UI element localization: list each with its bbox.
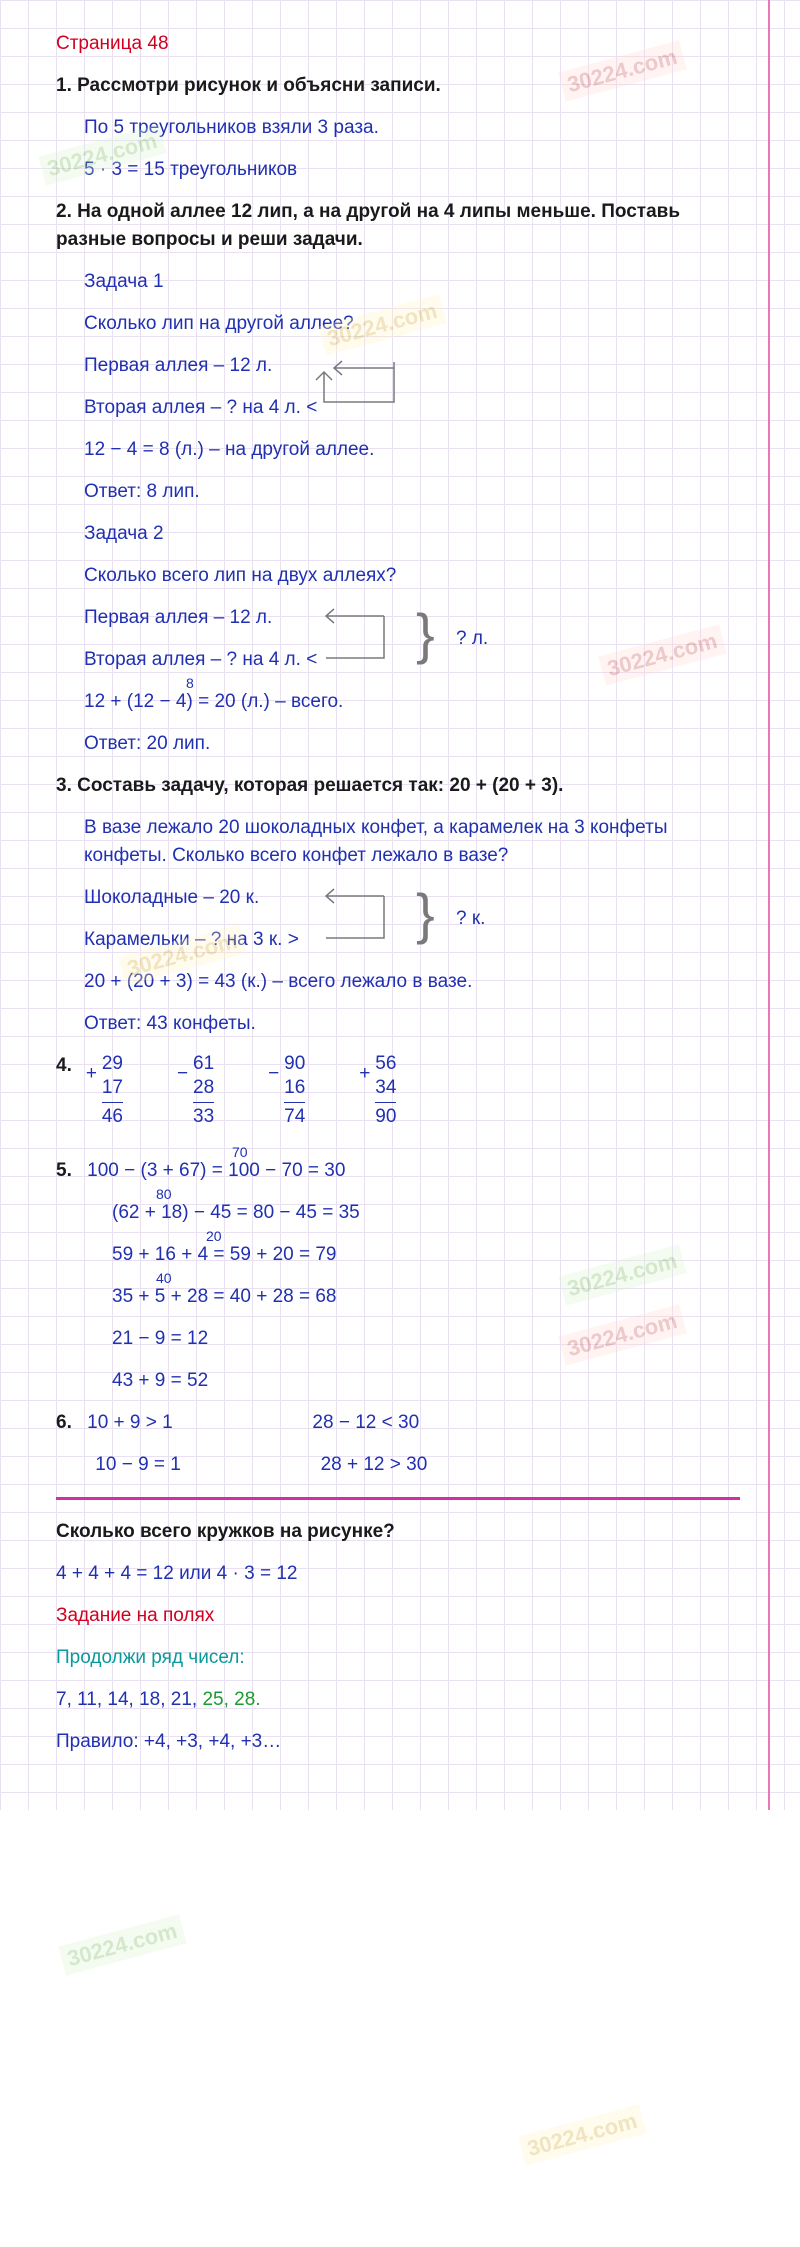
watermark: 30224.com: [518, 2104, 646, 2165]
q3-brace-label: ? к.: [456, 908, 485, 930]
q5-l6: 43 + 9 = 52: [112, 1367, 740, 1395]
q2-t2-note: 8: [186, 676, 194, 690]
q5-n4: 40: [156, 1271, 172, 1285]
q2-t2-brace-label: ? л.: [456, 628, 488, 650]
q3-ans: Ответ: 43 конфеты.: [84, 1010, 740, 1038]
q5-n2: 80: [156, 1187, 172, 1201]
q2-t2-ans: Ответ: 20 лип.: [84, 730, 740, 758]
watermark: 30224.com: [58, 1914, 186, 1975]
brace-icon: }: [416, 606, 435, 662]
brace-icon: }: [416, 886, 435, 942]
q4-label: 4.: [56, 1052, 72, 1080]
q5-l2-wrap: 80 (62 + 18) − 45 = 80 − 45 = 35: [112, 1199, 740, 1227]
q3-calc: 20 + (20 + 3) = 43 (к.) – всего лежало в…: [84, 968, 740, 996]
arrow-icon: [314, 612, 394, 668]
bottom-margin-task: Задание на полях: [56, 1602, 740, 1630]
q2-t1-l1: Первая аллея – 12 л.: [84, 355, 272, 376]
q1-line1: По 5 треугольников взяли 3 раза.: [84, 114, 740, 142]
bottom-q: Сколько всего кружков на рисунке?: [56, 1518, 740, 1546]
q3-scheme-a: Шоколадные – 20 к.: [84, 884, 740, 912]
q2-t2-calc: 12 + (12 − 4) = 20 (л.) – всего.: [84, 691, 343, 712]
q5-l4: 35 + 5 + 28 = 40 + 28 = 68: [112, 1286, 337, 1307]
q2-t2-l1: Первая аллея – 12 л.: [84, 604, 740, 632]
q5-n3: 20: [206, 1229, 222, 1243]
q3-prompt: 3. Составь задачу, которая решается так:…: [56, 772, 740, 800]
separator-rule: [56, 1497, 740, 1500]
q2-t1-calc: 12 − 4 = 8 (л.) – на другой аллее.: [84, 436, 740, 464]
q2-t1-scheme1: Первая аллея – 12 л.: [84, 352, 740, 380]
q6-label: 6.: [56, 1412, 72, 1433]
arrow-icon: [314, 892, 394, 948]
q1-line2: 5 · 3 = 15 треугольников: [84, 156, 740, 184]
q2-t2-calc-wrap: 8 12 + (12 − 4) = 20 (л.) – всего.: [84, 688, 740, 716]
q4-row: 4. +291746 −612833 −901674 +563490: [56, 1052, 740, 1143]
q6-r2b: 28 + 12 > 30: [321, 1454, 428, 1475]
q5-n1: 70: [232, 1145, 248, 1159]
q5-l1-wrap: 5. 70 100 − (3 + 67) = 100 − 70 = 30: [56, 1157, 740, 1185]
q2-t2-header: Задача 2: [84, 520, 740, 548]
column-math: +563490: [375, 1052, 396, 1129]
q2-t1-header: Задача 1: [84, 268, 740, 296]
q3-l1: В вазе лежало 20 шоколадных конфет, а ка…: [84, 814, 740, 870]
q6-row2: 10 − 9 = 1 28 + 12 > 30: [56, 1451, 740, 1479]
column-math: +291746: [102, 1052, 123, 1129]
q5-l2: (62 + 18) − 45 = 80 − 45 = 35: [112, 1202, 360, 1223]
q6-r2a: 10 − 9 = 1: [95, 1451, 315, 1479]
bottom-a: 4 + 4 + 4 = 12 или 4 · 3 = 12: [56, 1560, 740, 1588]
bottom-rule: Правило: +4, +3, +4, +3…: [56, 1728, 740, 1756]
column-math: −612833: [193, 1052, 214, 1129]
q6-row1: 6. 10 + 9 > 1 28 − 12 < 30: [56, 1409, 740, 1437]
q5-l4-wrap: 40 35 + 5 + 28 = 40 + 28 = 68: [112, 1283, 740, 1311]
q6-r1b: 28 − 12 < 30: [312, 1412, 419, 1433]
q2-t1-ans: Ответ: 8 лип.: [84, 478, 740, 506]
arrow-icon: [314, 362, 404, 410]
q4-columns: +291746 −612833 −901674 +563490: [102, 1052, 397, 1129]
q2-t2-q: Сколько всего лип на двух аллеях?: [84, 562, 740, 590]
q6-r1a: 10 + 9 > 1: [87, 1409, 307, 1437]
column-math: −901674: [284, 1052, 305, 1129]
bottom-continue: Продолжи ряд чисел:: [56, 1644, 740, 1672]
q2-t1-scheme2: Вторая аллея – ? на 4 л. <: [84, 394, 740, 422]
q2-prompt: 2. На одной аллее 12 лип, а на другой на…: [56, 198, 740, 254]
page-content: Страница 48 1. Рассмотри рисунок и объяс…: [0, 0, 800, 1810]
bottom-seq-green: 25, 28.: [202, 1689, 260, 1710]
bottom-seq: 7, 11, 14, 18, 21, 25, 28.: [56, 1686, 740, 1714]
q5-l1: 100 − (3 + 67) = 100 − 70 = 30: [87, 1160, 345, 1181]
q5-l3: 59 + 16 + 4 = 59 + 20 = 79: [112, 1244, 337, 1265]
bottom-seq-blue: 7, 11, 14, 18, 21,: [56, 1689, 202, 1710]
q5-label: 5.: [56, 1160, 72, 1181]
